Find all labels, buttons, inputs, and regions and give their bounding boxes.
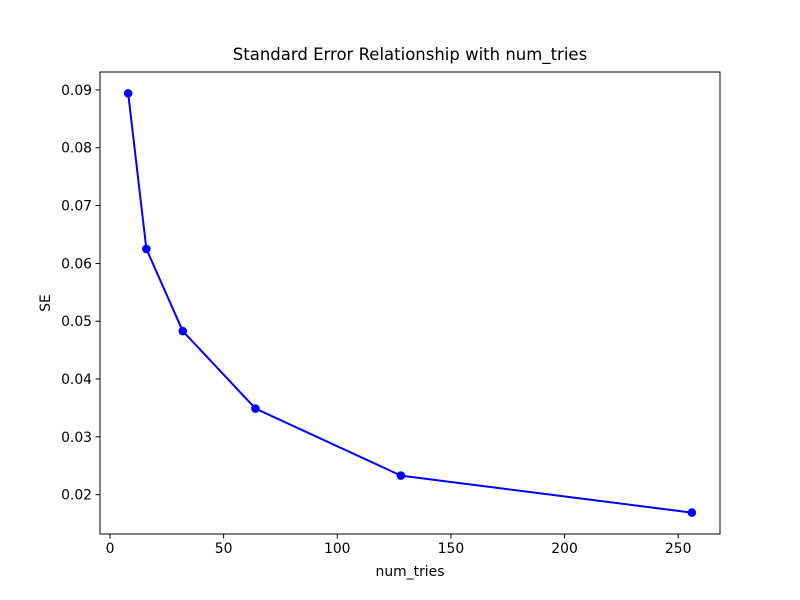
x-tick-label: 0 [106,541,115,557]
data-series [123,89,697,517]
y-tick-label: 0.02 [61,488,92,504]
x-tick-label: 250 [665,541,692,557]
data-point [123,89,133,98]
data-point [687,508,697,517]
data-point [251,404,260,413]
y-tick-label: 0.03 [61,430,92,446]
data-point [142,244,151,254]
x-tick-label: 200 [551,541,578,557]
x-axis-ticks: 0 50 100 150 200 250 [106,534,692,557]
y-axis-label: SE [38,294,54,312]
x-tick-label: 150 [438,541,465,557]
x-tick-label: 100 [324,541,351,557]
y-tick-label: 0.07 [61,199,92,215]
x-axis-label: num_tries [376,564,445,580]
data-point [178,326,188,336]
y-axis-ticks: 0.02 0.03 0.04 0.05 0.06 0.07 0.08 0.09 [61,83,100,504]
plot-border [99,71,721,535]
data-line [127,92,693,514]
data-point [396,471,406,480]
y-tick-label: 0.04 [61,372,92,388]
y-tick-label: 0.09 [61,83,92,99]
y-tick-label: 0.08 [61,141,92,157]
y-tick-label: 0.06 [61,256,92,272]
x-tick-label: 50 [215,541,233,557]
chart-title: Standard Error Relationship with num_tri… [233,45,587,65]
y-tick-label: 0.05 [61,314,92,330]
